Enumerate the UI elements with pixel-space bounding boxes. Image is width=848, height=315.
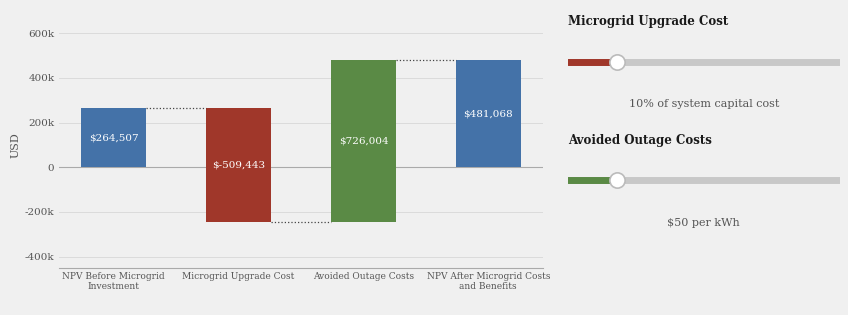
Bar xyxy=(81,108,146,167)
Text: $-509,443: $-509,443 xyxy=(212,161,265,169)
Text: $264,507: $264,507 xyxy=(89,133,138,142)
Text: 10% of system capital cost: 10% of system capital cost xyxy=(628,99,779,109)
Text: $726,004: $726,004 xyxy=(338,136,388,145)
Text: $481,068: $481,068 xyxy=(464,109,513,118)
Bar xyxy=(456,60,521,167)
Text: Avoided Outage Costs: Avoided Outage Costs xyxy=(568,134,712,147)
Text: Microgrid Upgrade Cost: Microgrid Upgrade Cost xyxy=(568,15,728,28)
Bar xyxy=(331,60,396,222)
Y-axis label: USD: USD xyxy=(11,132,20,158)
Text: $50 per kWh: $50 per kWh xyxy=(667,218,740,228)
Bar xyxy=(206,108,271,222)
